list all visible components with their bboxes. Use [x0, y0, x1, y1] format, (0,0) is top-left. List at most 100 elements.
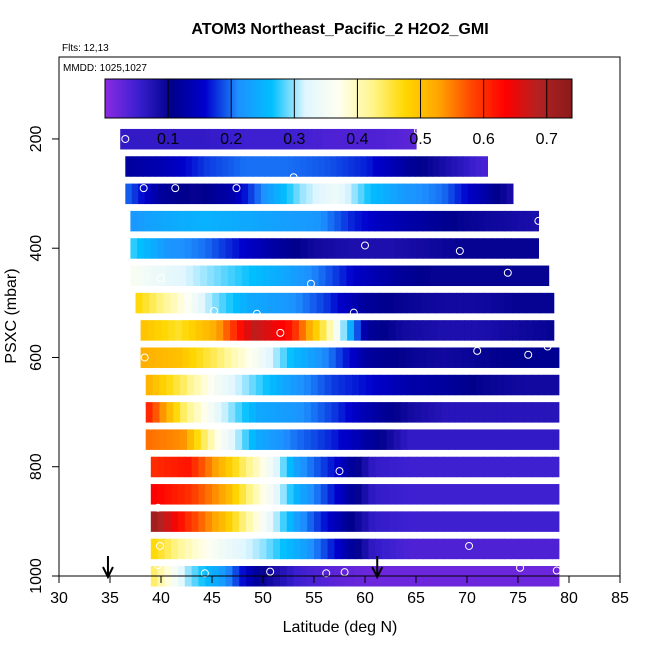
heat-cell	[506, 265, 515, 287]
heat-cell	[409, 265, 417, 287]
heat-cell	[172, 265, 180, 287]
heat-cell	[245, 347, 253, 368]
colorbar-tick-label: 0.7	[536, 131, 558, 148]
heat-cell	[290, 374, 298, 396]
heat-cell	[427, 402, 436, 423]
heat-cell	[131, 156, 138, 177]
heat-cell	[462, 374, 470, 396]
heat-cell	[191, 156, 199, 177]
heat-cell	[288, 292, 297, 314]
heat-cell	[552, 484, 560, 505]
heat-cell	[493, 183, 501, 205]
heat-cell	[269, 265, 278, 287]
heat-cell	[307, 456, 315, 478]
heat-cell	[125, 156, 132, 177]
heat-cell	[506, 183, 514, 205]
sample-point	[121, 134, 130, 143]
heat-cell	[171, 511, 179, 532]
heat-cell	[448, 374, 457, 396]
heat-cell	[213, 128, 220, 150]
heat-cell	[414, 374, 422, 396]
heat-cell	[130, 210, 138, 232]
sample-point	[232, 184, 241, 193]
heat-cell	[150, 238, 159, 259]
heat-cell	[259, 484, 267, 505]
heat-cell	[374, 320, 383, 341]
heat-cell	[280, 238, 288, 259]
x-tick-label: 75	[509, 590, 527, 607]
heat-cell	[306, 156, 313, 177]
heat-cell	[416, 538, 424, 560]
heat-cell	[451, 156, 458, 177]
heat-cell	[320, 238, 329, 259]
heat-cell	[137, 156, 144, 177]
heat-cell	[386, 292, 394, 314]
heat-cell	[531, 538, 539, 560]
heat-cell	[164, 183, 172, 205]
heat-cell	[180, 429, 188, 450]
heat-cell	[469, 374, 477, 396]
heat-cell	[273, 456, 281, 478]
heat-cell	[523, 347, 532, 368]
heat-cell	[409, 238, 417, 259]
heat-cell	[164, 238, 172, 259]
heat-cell	[510, 402, 519, 423]
heat-cell	[395, 265, 403, 287]
heat-cell	[320, 210, 329, 232]
sample-point	[210, 307, 219, 316]
heat-cell	[531, 511, 539, 532]
heat-cell	[504, 456, 512, 478]
heat-cell	[538, 374, 546, 396]
heat-cell	[218, 511, 227, 532]
heat-cell	[166, 429, 174, 450]
heat-cell	[484, 484, 492, 505]
heat-cell	[349, 347, 358, 368]
colorbar-ticks: 0.1 0.2 0.3 0.4 0.5 0.6 0.7	[157, 79, 558, 148]
heat-cell	[448, 429, 457, 450]
heat-cell	[551, 347, 560, 368]
heat-cell	[319, 183, 327, 205]
heat-cell	[429, 210, 437, 232]
heat-cell	[255, 402, 264, 423]
heat-cell	[314, 238, 322, 259]
heat-cell	[538, 511, 546, 532]
heat-cell	[145, 402, 154, 423]
heat-cell	[524, 210, 533, 232]
heat-cell	[436, 511, 444, 532]
heat-cell	[345, 402, 353, 423]
plot-frame	[58, 56, 621, 577]
heat-cell	[304, 265, 313, 287]
sample-point	[335, 467, 344, 476]
heat-cell	[207, 402, 216, 423]
heat-cell	[499, 183, 508, 205]
heat-cell	[151, 265, 159, 287]
heat-cell	[483, 402, 491, 423]
heat-cell	[173, 374, 181, 396]
heat-cell	[184, 484, 193, 505]
heat-cell	[545, 374, 553, 396]
heat-cell	[218, 456, 227, 478]
heat-cell	[447, 347, 455, 368]
heat-cell	[262, 429, 271, 450]
heat-cell	[283, 374, 291, 396]
heat-cell	[327, 484, 335, 505]
heat-cell	[142, 292, 151, 314]
heat-cell	[545, 429, 553, 450]
heat-cell	[309, 292, 318, 314]
heat-cell	[450, 484, 458, 505]
heat-cell	[184, 238, 193, 259]
heat-cell	[524, 456, 533, 478]
heat-cell	[232, 538, 240, 560]
heat-cell	[328, 347, 337, 368]
heat-cell	[145, 429, 154, 450]
heat-cell	[496, 402, 505, 423]
heat-cell	[248, 128, 254, 150]
heat-cell	[491, 320, 500, 341]
heat-cell	[193, 402, 202, 423]
heat-cell	[455, 402, 463, 423]
heat-cell	[434, 374, 443, 396]
heat-cell	[354, 511, 363, 532]
y-axis: 200 400 600 800 1000	[28, 126, 59, 594]
heat-cell	[409, 320, 417, 341]
